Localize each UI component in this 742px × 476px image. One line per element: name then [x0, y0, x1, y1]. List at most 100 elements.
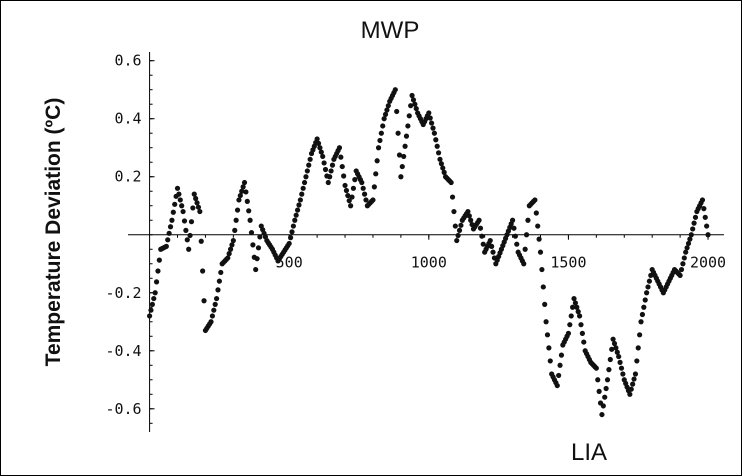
data-point-interp — [684, 245, 690, 251]
data-point-interp — [371, 184, 377, 190]
data-point — [448, 179, 454, 186]
data-point-interp — [458, 222, 464, 228]
x-tick-label: 2000 — [690, 254, 726, 272]
data-point-interp — [328, 168, 334, 174]
data-point-interp — [451, 208, 457, 215]
data-point — [320, 153, 326, 160]
data-point — [236, 197, 242, 203]
data-point-interp — [257, 234, 263, 240]
data-point-interp — [287, 235, 294, 241]
y-tick-label: -0.4 — [105, 342, 141, 360]
data-point — [163, 243, 169, 249]
data-point — [610, 336, 616, 342]
data-point-interp — [702, 214, 708, 220]
data-point-interp — [574, 304, 580, 310]
data-point — [604, 377, 611, 383]
data-point — [375, 145, 382, 151]
data-point — [431, 130, 437, 136]
data-point-interp — [427, 115, 433, 121]
data-point-interp — [212, 301, 218, 307]
data-point-interp — [630, 381, 636, 387]
data-point-interp — [299, 191, 305, 197]
data-point-interp — [198, 238, 204, 244]
data-point-interp — [680, 261, 686, 267]
data-point-interp — [639, 311, 646, 318]
data-point-interp — [449, 194, 456, 200]
data-point-interp — [413, 105, 419, 112]
data-point — [370, 197, 376, 203]
data-point-interp — [402, 143, 408, 149]
data-point — [169, 217, 175, 223]
data-point-interp — [229, 242, 235, 248]
data-point-interp — [209, 313, 216, 319]
data-point — [532, 197, 538, 203]
x-tick-label: 1500 — [550, 254, 586, 272]
annotation-mwp: MWP — [361, 17, 420, 44]
data-point-interp — [394, 108, 400, 115]
data-point-interp — [396, 152, 403, 158]
data-point-interp — [167, 224, 174, 230]
y-tick-label: 0.4 — [114, 110, 141, 128]
data-point — [359, 179, 365, 186]
data-point-interp — [556, 372, 562, 379]
y-axis-label: Temperature Deviation (ºC) — [42, 98, 65, 367]
data-point-interp — [575, 309, 581, 315]
data-point-interp — [646, 278, 653, 284]
data-point-interp — [511, 225, 517, 231]
data-point-interp — [148, 307, 154, 313]
data-point-interp — [360, 185, 366, 191]
data-point — [476, 217, 482, 223]
y-tick-label: 0.2 — [114, 168, 141, 186]
data-point-interp — [490, 249, 496, 255]
data-point-interp — [440, 165, 446, 171]
data-point-interp — [704, 223, 710, 229]
data-point-interp — [395, 130, 401, 136]
data-point-interp — [525, 217, 531, 223]
data-point-interp — [339, 163, 345, 170]
data-point-interp — [149, 301, 155, 307]
data-point-interp — [681, 255, 687, 261]
data-point — [509, 217, 516, 223]
data-point-interp — [546, 345, 552, 351]
data-point-interp — [250, 242, 256, 248]
data-point — [286, 240, 292, 247]
data-point-interp — [595, 377, 601, 383]
data-point-interp — [611, 340, 618, 347]
data-point-interp — [239, 188, 245, 194]
data-point-interp — [408, 103, 414, 109]
data-point-interp — [607, 356, 613, 363]
data-point-interp — [327, 174, 333, 180]
data-point-interp — [374, 158, 380, 164]
data-point-interp — [246, 208, 252, 214]
data-point-interp — [254, 256, 260, 262]
data-point-interp — [216, 278, 222, 284]
data-point-interp — [557, 362, 563, 368]
data-point — [381, 116, 387, 122]
x-tick-label: 1000 — [411, 254, 447, 272]
data-point-interp — [183, 227, 189, 233]
data-point-interp — [255, 245, 262, 251]
data-point — [297, 197, 303, 203]
data-point — [213, 295, 220, 302]
data-point — [554, 382, 560, 389]
y-tick-label: -0.2 — [105, 284, 141, 302]
data-point — [325, 179, 331, 186]
data-point-interp — [153, 279, 160, 285]
data-point-interp — [201, 298, 207, 304]
data-point-interp — [293, 212, 299, 218]
data-point-interp — [248, 229, 255, 236]
data-point-interp — [535, 223, 541, 229]
data-point-interp — [380, 123, 386, 129]
data-point-interp — [452, 223, 458, 229]
data-point-interp — [378, 130, 384, 136]
data-point-interp — [634, 358, 640, 364]
data-point-interp — [306, 162, 312, 168]
data-point-interp — [188, 219, 195, 225]
data-point — [571, 295, 577, 302]
data-point-interp — [341, 173, 347, 179]
data-point-interp — [609, 346, 615, 352]
data-point-interp — [690, 226, 696, 232]
data-point — [644, 290, 650, 296]
data-point-interp — [211, 307, 217, 313]
data-point-interp — [466, 213, 472, 219]
